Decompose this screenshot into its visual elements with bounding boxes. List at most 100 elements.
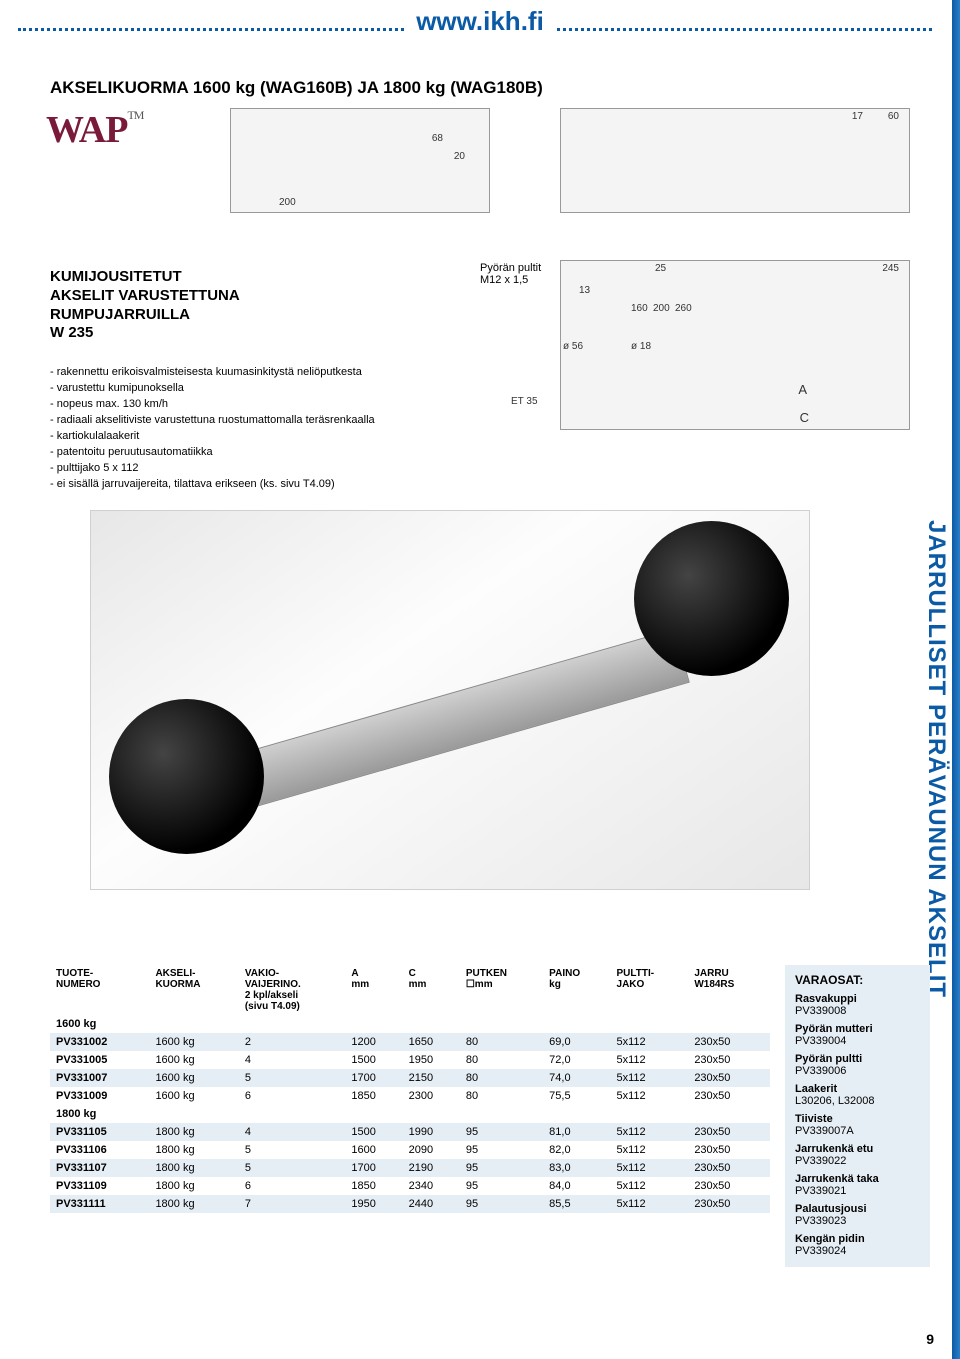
h: (sivu T4.09): [245, 1001, 300, 1012]
h: JARRU: [694, 968, 728, 979]
cell-weight: 81,0: [543, 1123, 610, 1141]
cell-bolt: 5x112: [611, 1033, 689, 1051]
cell-code: PV331009: [50, 1087, 149, 1105]
h: NUMERO: [56, 979, 100, 990]
dim-label: 13: [579, 285, 590, 296]
h: JAKO: [617, 979, 645, 990]
cell-brake: 230x50: [688, 1159, 770, 1177]
spare-item: RasvakuppiPV339008: [795, 993, 920, 1017]
feature-item: rakennettu erikoisvalmisteisesta kuumasi…: [50, 365, 490, 381]
col-bolt: PULTTI-JAKO: [611, 965, 689, 1015]
table-row: PV3311111800 kg7195024409585,55x112230x5…: [50, 1195, 770, 1213]
photo-hub-right: [634, 521, 789, 676]
cell-a: 1500: [345, 1051, 402, 1069]
page-right-rule: [952, 0, 960, 1359]
photo-hub-left: [109, 699, 264, 854]
cell-wire: 2: [239, 1033, 346, 1051]
cell-a: 1850: [345, 1177, 402, 1195]
spare-items: RasvakuppiPV339008 Pyörän mutteriPV339004…: [795, 993, 920, 1257]
dim-label: 260: [675, 303, 692, 314]
cell-code: PV331105: [50, 1123, 149, 1141]
page-number: 9: [926, 1331, 934, 1347]
h: C: [409, 968, 416, 979]
cell-c: 2340: [403, 1177, 460, 1195]
logo-text: WAP: [46, 109, 127, 151]
cell-code: PV331002: [50, 1033, 149, 1051]
table-row: PV3310051600 kg4150019508072,05x112230x5…: [50, 1051, 770, 1069]
spare-item: Pyörän mutteriPV339004: [795, 1023, 920, 1047]
cell-a: 1200: [345, 1033, 402, 1051]
dim-label: 60: [888, 111, 899, 122]
cell-code: PV331005: [50, 1051, 149, 1069]
dim-label: 25: [655, 263, 666, 274]
cell-tube: 95: [460, 1141, 543, 1159]
cell-bolt: 5x112: [611, 1159, 689, 1177]
cell-tube: 95: [460, 1195, 543, 1213]
cell-load: 1800 kg: [149, 1159, 238, 1177]
cell-c: 2090: [403, 1141, 460, 1159]
h: VAIJERINO.: [245, 979, 301, 990]
dim-label: 68: [432, 133, 443, 144]
cell-load: 1600 kg: [149, 1033, 238, 1051]
spec-table-wrap: TUOTE-NUMERO AKSELI-KUORMA VAKIO-VAIJERI…: [50, 965, 770, 1213]
cell-a: 1500: [345, 1123, 402, 1141]
cell-a: 1700: [345, 1159, 402, 1177]
cell-brake: 230x50: [688, 1195, 770, 1213]
spare-item: Jarrukenkä takaPV339021: [795, 1173, 920, 1197]
h: AKSELI-: [155, 968, 195, 979]
cell-bolt: 5x112: [611, 1069, 689, 1087]
h: KUORMA: [155, 979, 200, 990]
cell-tube: 95: [460, 1159, 543, 1177]
cell-brake: 230x50: [688, 1123, 770, 1141]
cell-load: 1600 kg: [149, 1087, 238, 1105]
cell-load: 1800 kg: [149, 1195, 238, 1213]
cell-tube: 95: [460, 1123, 543, 1141]
cell-load: 1800 kg: [149, 1123, 238, 1141]
dim-label: 245: [882, 263, 899, 274]
cell-a: 1700: [345, 1069, 402, 1087]
feature-item: radiaali akselitiviste varustettuna ruos…: [50, 413, 490, 429]
cell-load: 1600 kg: [149, 1051, 238, 1069]
diagram-bracket-side: 68 20 200: [230, 108, 490, 213]
feature-item: varustettu kumipunoksella: [50, 381, 490, 397]
col-weight: PAINOkg: [543, 965, 610, 1015]
dim-label: C: [800, 410, 809, 425]
col-brake: JARRUW184RS: [688, 965, 770, 1015]
cell-brake: 230x50: [688, 1141, 770, 1159]
spare-item: LaakeritL30206, L32008: [795, 1083, 920, 1107]
dim-label: 17: [852, 111, 863, 122]
cell-weight: 75,5: [543, 1087, 610, 1105]
bolt-label-2: M12 x 1,5: [480, 274, 528, 286]
diagram-axle-top: 17 60: [560, 108, 910, 213]
cell-brake: 230x50: [688, 1087, 770, 1105]
spare-item: TiivistePV339007A: [795, 1113, 920, 1137]
cell-wire: 5: [239, 1141, 346, 1159]
cell-wire: 6: [239, 1087, 346, 1105]
h: PAINO: [549, 968, 580, 979]
product-subheading: KUMIJOUSITETUT AKSELIT VARUSTETTUNA RUMP…: [50, 268, 410, 343]
cell-weight: 85,5: [543, 1195, 610, 1213]
cell-c: 1950: [403, 1051, 460, 1069]
table-row: PV3311051800 kg4150019909581,05x112230x5…: [50, 1123, 770, 1141]
cell-bolt: 5x112: [611, 1195, 689, 1213]
spare-item: Jarrukenkä etuPV339022: [795, 1143, 920, 1167]
dim-label: 200: [279, 197, 296, 208]
dim-label: A: [798, 382, 807, 397]
cell-brake: 230x50: [688, 1069, 770, 1087]
bolt-label-1: Pyörän pultit: [480, 262, 541, 274]
dim-label: ø 56: [563, 341, 583, 352]
brand-logo: WAPTM: [46, 108, 143, 152]
cell-tube: 80: [460, 1087, 543, 1105]
cell-code: PV331007: [50, 1069, 149, 1087]
subhead-l4: W 235: [50, 324, 93, 341]
subhead-l1: KUMIJOUSITETUT: [50, 268, 182, 285]
cell-wire: 6: [239, 1177, 346, 1195]
cell-c: 2300: [403, 1087, 460, 1105]
table-row: PV3311061800 kg5160020909582,05x112230x5…: [50, 1141, 770, 1159]
col-code: TUOTE-NUMERO: [50, 965, 149, 1015]
cell-brake: 230x50: [688, 1033, 770, 1051]
spare-heading: VARAOSAT:: [795, 973, 920, 987]
subhead-l3: RUMPUJARRUILLA: [50, 306, 190, 323]
cell-bolt: 5x112: [611, 1177, 689, 1195]
h: mm: [409, 979, 427, 990]
